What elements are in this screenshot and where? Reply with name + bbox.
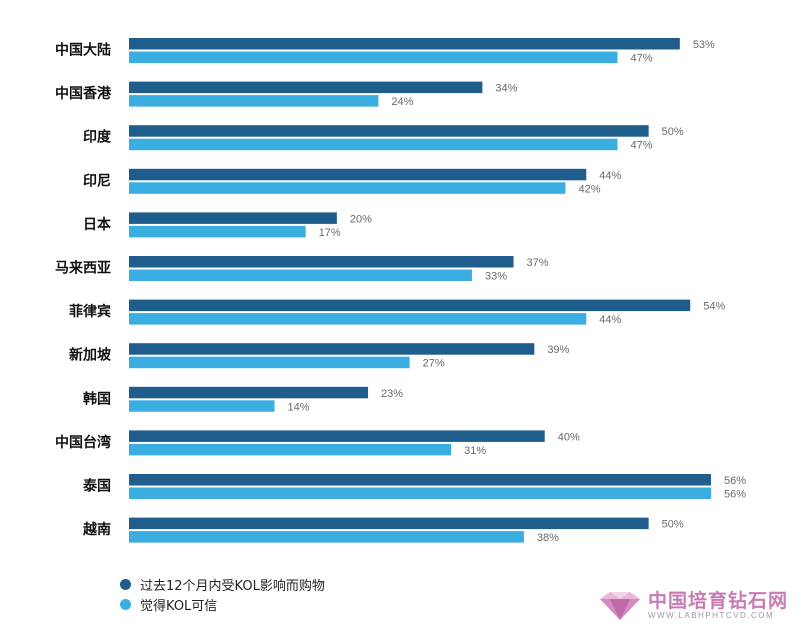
watermark-url: WWW.LABHPHTCVD.COM: [648, 611, 775, 620]
bars: [129, 38, 711, 543]
bar-series-2: [129, 51, 618, 63]
data-label-series-1: 44%: [599, 170, 621, 182]
bar-series-2: [129, 356, 410, 369]
category-label: 新加坡: [69, 347, 112, 364]
data-label-series-2: 14%: [288, 401, 310, 413]
category-label: 中国台湾: [55, 434, 111, 451]
bar-series-1: [129, 343, 535, 355]
data-label-series-1: 23%: [381, 388, 403, 400]
bar-series-2: [129, 182, 566, 194]
bar-series-2: [129, 225, 306, 238]
category-label: 马来西亚: [55, 261, 111, 277]
data-label-series-2: 33%: [485, 271, 507, 283]
data-label-series-2: 47%: [630, 140, 652, 152]
legend-label-series-2: 觉得KOL可信: [140, 598, 218, 614]
legend-dot-series-1: [120, 578, 131, 590]
data-label-series-1: 54%: [703, 301, 725, 313]
bar-series-2: [129, 487, 711, 499]
category-label: 泰国: [82, 478, 111, 495]
bar-series-1: [129, 38, 680, 50]
legend-item-series-1: 过去12个月内受KOL影响而购物: [120, 574, 325, 594]
data-label-series-1: 53%: [693, 39, 715, 51]
category-label: 菲律宾: [69, 303, 111, 320]
bar-series-2: [129, 95, 379, 107]
data-label-series-2: 56%: [724, 489, 746, 501]
category-label: 印度: [83, 129, 112, 146]
data-label-series-1: 40%: [558, 431, 580, 443]
data-label-series-2: 31%: [464, 445, 486, 457]
legend-label-series-1: 过去12个月内受KOL影响而购物: [140, 578, 325, 594]
bar-series-1: [129, 386, 369, 399]
data-label-series-2: 44%: [599, 314, 621, 326]
data-label-series-1: 20%: [350, 213, 372, 225]
data-label-series-1: 50%: [662, 126, 684, 138]
bar-series-2: [129, 269, 472, 281]
category-label: 韩国: [83, 390, 111, 407]
value-labels: 53%47%34%24%50%47%44%42%20%17%37%33%54%4…: [288, 39, 747, 544]
bar-series-1: [129, 256, 514, 268]
bar-series-1: [129, 212, 337, 224]
legend-item-series-2: 觉得KOL可信: [120, 594, 325, 614]
bar-series-1: [129, 517, 649, 530]
bar-series-1: [129, 299, 691, 312]
data-label-series-2: 24%: [391, 96, 413, 108]
category-label: 中国香港: [55, 85, 112, 102]
category-label: 中国大陆: [55, 42, 111, 59]
diamond-logo-icon: [600, 592, 640, 620]
data-label-series-2: 27%: [423, 358, 445, 370]
bar-series-2: [129, 313, 587, 325]
bar-series-1: [129, 168, 587, 181]
data-label-series-1: 34%: [495, 83, 517, 95]
watermark-title: 中国培育钻石网: [648, 590, 789, 612]
data-label-series-2: 42%: [579, 183, 601, 195]
data-label-series-1: 50%: [662, 519, 684, 531]
bar-series-1: [129, 81, 483, 94]
data-label-series-1: 39%: [547, 344, 569, 356]
bar-series-2: [129, 443, 452, 456]
legend-dot-series-2: [120, 598, 131, 610]
bar-series-2: [129, 531, 524, 543]
data-label-series-2: 38%: [537, 532, 559, 544]
category-label: 日本: [83, 216, 112, 233]
watermark: 中国培育钻石网 WWW.LABHPHTCVD.COM: [598, 590, 788, 622]
data-label-series-1: 56%: [724, 475, 746, 487]
category-label: 印尼: [83, 172, 111, 189]
data-label-series-2: 17%: [319, 227, 341, 239]
bar-series-1: [129, 430, 545, 442]
bar-series-2: [129, 138, 618, 151]
data-label-series-1: 37%: [527, 257, 549, 269]
data-label-series-2: 47%: [630, 53, 652, 65]
bar-series-1: [129, 474, 711, 486]
bar-series-1: [129, 125, 649, 137]
bar-series-2: [129, 400, 275, 412]
legend: 过去12个月内受KOL影响而购物 觉得KOL可信: [120, 574, 325, 614]
category-label: 越南: [82, 521, 111, 538]
